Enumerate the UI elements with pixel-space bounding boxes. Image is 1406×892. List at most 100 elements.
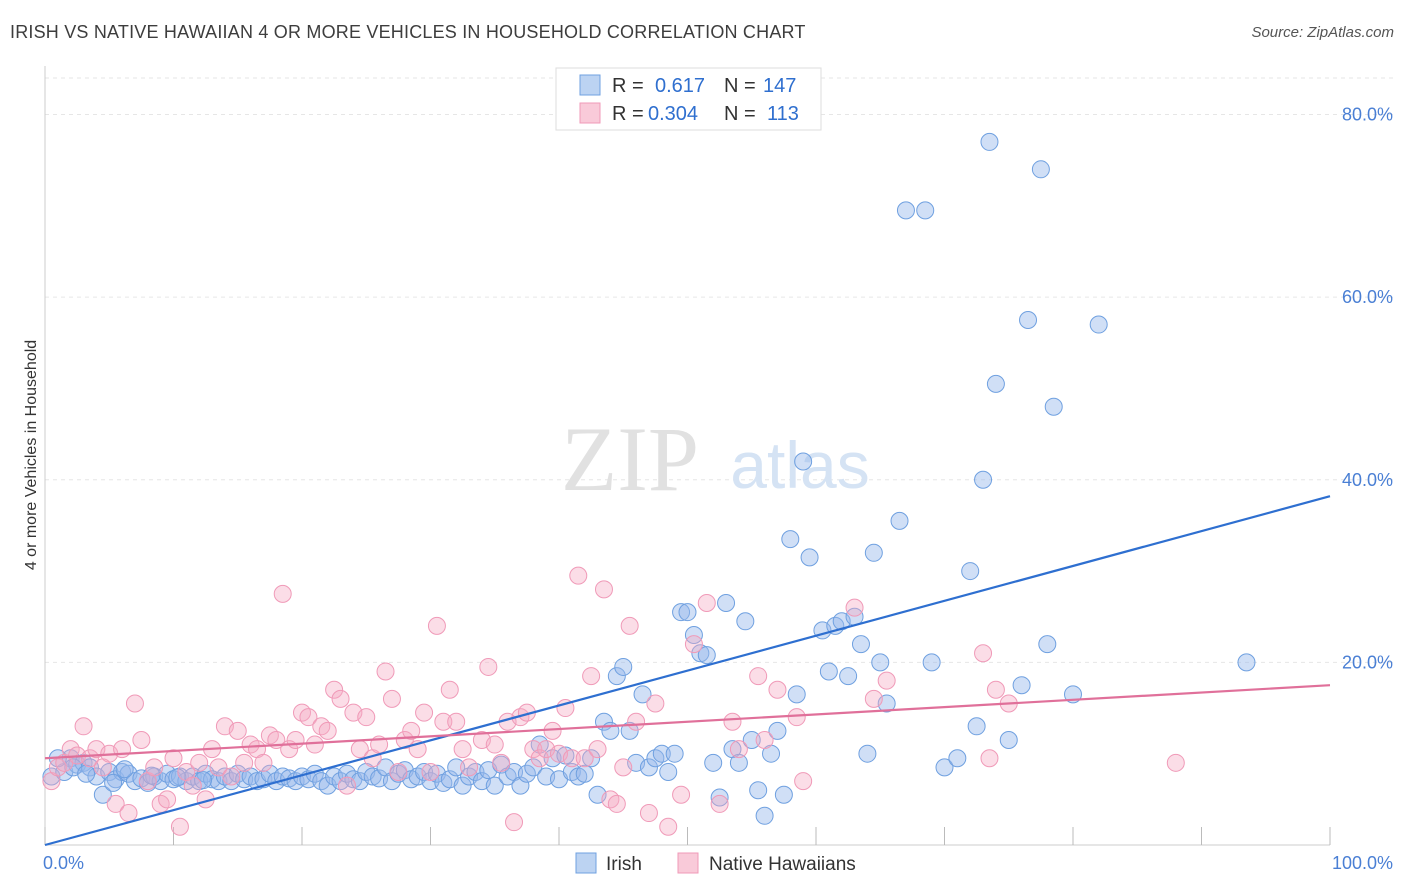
hawaiian-point-54 bbox=[389, 762, 408, 781]
legend-n-label-2: N = bbox=[724, 103, 756, 125]
hawaiian-point-96 bbox=[697, 594, 716, 613]
hawaiian-point-55 bbox=[395, 730, 414, 749]
hawaiian-point-91 bbox=[639, 804, 658, 823]
irish-point-72 bbox=[511, 776, 530, 795]
legend-top: R = 0.617 N = 147 R = 0.304 N = 113 bbox=[555, 67, 822, 131]
tick-labels: 20.0% 40.0% 60.0% 80.0% 0.0% 100.0% bbox=[43, 105, 1393, 873]
irish-point-91 bbox=[633, 685, 652, 704]
hawaiian-point-17 bbox=[151, 794, 170, 813]
chart-title: IRISH VS NATIVE HAWAIIAN 4 OR MORE VEHIC… bbox=[10, 22, 806, 42]
hawaiian-point-68 bbox=[485, 735, 504, 754]
irish-point-73 bbox=[517, 764, 536, 783]
irish-point-68 bbox=[485, 776, 504, 795]
irish-point-126 bbox=[864, 543, 883, 562]
irish-point-117 bbox=[800, 548, 819, 567]
irish-point-114 bbox=[781, 530, 800, 549]
hawaiian-point-53 bbox=[382, 689, 401, 708]
irish-point-94 bbox=[652, 744, 671, 763]
irish-point-75 bbox=[530, 735, 549, 754]
hawaiian-point-41 bbox=[305, 735, 324, 754]
hawaiian-point-29 bbox=[228, 721, 247, 740]
hawaiian-point-65 bbox=[460, 758, 479, 777]
hawaiian-point-20 bbox=[170, 817, 189, 836]
y-tick-label-40: 40.0% bbox=[1342, 470, 1393, 490]
hawaiian-point-90 bbox=[627, 712, 646, 731]
hawaiian-point-108 bbox=[974, 644, 993, 663]
legend-r-value-1: 0.617 bbox=[655, 75, 705, 97]
legend-r-label-1: R = bbox=[612, 75, 644, 97]
irish-point-109 bbox=[749, 781, 768, 800]
irish-point-103 bbox=[710, 788, 729, 807]
irish-point-135 bbox=[961, 562, 980, 581]
hawaiian-point-10 bbox=[106, 794, 125, 813]
hawaiian-point-102 bbox=[768, 680, 787, 699]
hawaiian-point-1 bbox=[48, 758, 67, 777]
hawaiian-point-99 bbox=[729, 740, 748, 759]
irish-point-153 bbox=[115, 760, 134, 779]
y-axis-label: 4 or more Vehicles in Household bbox=[23, 340, 40, 570]
hawaiian-point-38 bbox=[286, 730, 305, 749]
irish-point-112 bbox=[768, 721, 787, 740]
irish-point-96 bbox=[665, 744, 684, 763]
hawaiian-point-84 bbox=[588, 740, 607, 759]
hawaiian-point-56 bbox=[402, 721, 421, 740]
irish-point-88 bbox=[614, 657, 633, 676]
irish-point-63 bbox=[453, 776, 472, 795]
hawaiian-point-18 bbox=[158, 790, 177, 809]
legend-bottom-swatch-hawaiian bbox=[677, 852, 699, 874]
legend-swatch-hawaiian bbox=[579, 102, 601, 124]
irish-point-152 bbox=[104, 773, 123, 792]
hawaiian-point-69 bbox=[492, 753, 511, 772]
x-tick-label-min: 0.0% bbox=[43, 853, 84, 873]
legend-r-value-2: 0.304 bbox=[648, 103, 698, 125]
legend-r-label-2: R = bbox=[612, 103, 644, 125]
irish-point-129 bbox=[890, 511, 909, 530]
hawaiian-point-63 bbox=[447, 712, 466, 731]
y-tick-label-80: 80.0% bbox=[1342, 105, 1393, 125]
irish-point-49 bbox=[363, 767, 382, 786]
hawaiian-point-75 bbox=[530, 749, 549, 768]
axes bbox=[44, 66, 1331, 846]
legend-n-label-1: N = bbox=[724, 75, 756, 97]
irish-point-139 bbox=[986, 374, 1005, 393]
irish-point-104 bbox=[717, 594, 736, 613]
irish-point-125 bbox=[858, 744, 877, 763]
irish-point-100 bbox=[691, 644, 710, 663]
legend-bottom-swatch-irish bbox=[575, 852, 597, 874]
irish-point-127 bbox=[871, 653, 890, 672]
hawaiian-point-5 bbox=[74, 717, 93, 736]
watermark-zip: ZIP bbox=[561, 408, 699, 510]
irish-point-102 bbox=[704, 753, 723, 772]
hawaiian-point-33 bbox=[254, 753, 273, 772]
hawaiian-point-31 bbox=[241, 735, 260, 754]
y-tick-label-60: 60.0% bbox=[1342, 287, 1393, 307]
y-tick-label-20: 20.0% bbox=[1342, 652, 1393, 672]
hawaiian-point-106 bbox=[864, 689, 883, 708]
hawaiian-point-13 bbox=[125, 694, 144, 713]
irish-point-124 bbox=[851, 635, 870, 654]
hawaiian-point-71 bbox=[505, 813, 524, 832]
irish-point-113 bbox=[774, 785, 793, 804]
irish-point-116 bbox=[794, 452, 813, 471]
hawaiian-point-74 bbox=[524, 740, 543, 759]
legend-bottom: Irish Native Hawaiians bbox=[575, 852, 856, 875]
irish-point-140 bbox=[999, 730, 1018, 749]
hawaiian-point-95 bbox=[684, 635, 703, 654]
hawaiian-point-100 bbox=[749, 667, 768, 686]
watermark-atlas: atlas bbox=[730, 428, 869, 502]
irish-point-147 bbox=[1089, 315, 1108, 334]
hawaiian-point-45 bbox=[331, 689, 350, 708]
irish-point-132 bbox=[922, 653, 941, 672]
x-tick-label-max: 100.0% bbox=[1332, 853, 1393, 873]
hawaiian-point-89 bbox=[620, 616, 639, 635]
hawaiian-point-105 bbox=[845, 598, 864, 617]
hawaiian-point-81 bbox=[569, 566, 588, 585]
irish-point-136 bbox=[967, 717, 986, 736]
hawaiian-point-87 bbox=[607, 794, 626, 813]
hawaiian-point-58 bbox=[415, 703, 434, 722]
hawaiian-point-26 bbox=[209, 758, 228, 777]
hawaiian-point-112 bbox=[1166, 753, 1185, 772]
hawaiian-point-77 bbox=[543, 721, 562, 740]
irish-point-95 bbox=[659, 762, 678, 781]
hawaiian-point-28 bbox=[222, 767, 241, 786]
